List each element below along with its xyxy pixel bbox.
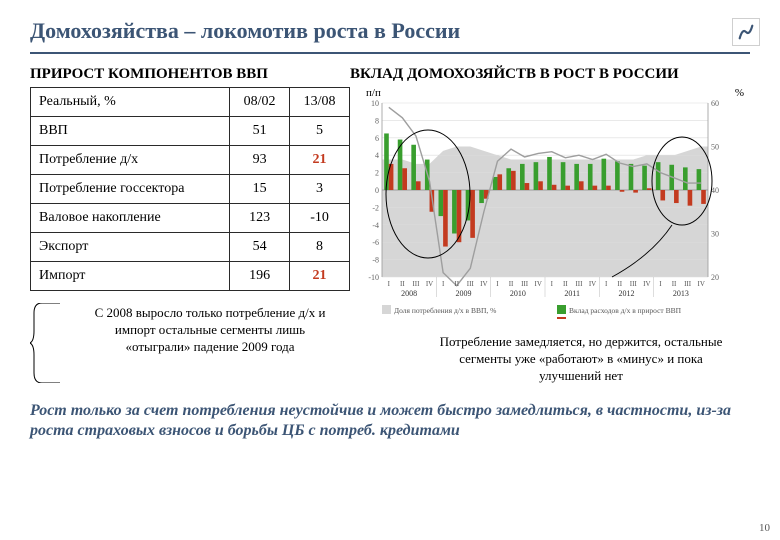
svg-text:I: I: [442, 280, 445, 288]
cell-13-08: 21: [290, 262, 350, 291]
svg-text:I: I: [551, 280, 554, 288]
svg-text:2008: 2008: [401, 289, 417, 298]
svg-text:Вклад остальных факторов: Вклад остальных факторов: [569, 318, 656, 319]
svg-text:II: II: [672, 280, 677, 288]
table-row: Потребление госсектора153: [31, 175, 350, 204]
row-label: Потребление д/х: [31, 146, 230, 175]
cell-08-02: 54: [230, 233, 290, 262]
cell-08-02: 51: [230, 117, 290, 146]
bracket-icon: [30, 303, 66, 383]
page-title: Домохозяйства – локомотив роста в России: [30, 18, 750, 54]
callout-right: Потребление замедляется, но держится, ос…: [360, 334, 750, 385]
svg-text:-4: -4: [372, 221, 379, 230]
svg-text:Вклад расходов д/х в прирост В: Вклад расходов д/х в прирост ВВП: [569, 306, 682, 315]
svg-text:20: 20: [711, 273, 719, 282]
svg-text:III: III: [630, 280, 638, 288]
svg-text:2011: 2011: [564, 289, 580, 298]
row-label: Импорт: [31, 262, 230, 291]
svg-text:Доля потребления д/х в ВВП, %: Доля потребления д/х в ВВП, %: [394, 306, 496, 315]
row-label: Потребление госсектора: [31, 175, 230, 204]
svg-text:IV: IV: [698, 280, 705, 288]
table-row: Валовое накопление123-10: [31, 204, 350, 233]
cell-08-02: 93: [230, 146, 290, 175]
svg-text:I: I: [659, 280, 662, 288]
svg-text:II: II: [617, 280, 622, 288]
svg-text:0: 0: [375, 186, 379, 195]
axis-right-label: %: [735, 87, 744, 99]
svg-text:-8: -8: [372, 256, 379, 265]
svg-text:III: III: [684, 280, 692, 288]
svg-text:II: II: [454, 280, 459, 288]
svg-text:IV: IV: [643, 280, 650, 288]
svg-text:60: 60: [711, 99, 719, 108]
svg-text:2009: 2009: [456, 289, 472, 298]
svg-text:8: 8: [375, 116, 379, 125]
cell-13-08: 8: [290, 233, 350, 262]
svg-text:50: 50: [711, 143, 719, 152]
svg-text:III: III: [467, 280, 475, 288]
svg-text:III: III: [412, 280, 420, 288]
row-label: Валовое накопление: [31, 204, 230, 233]
svg-text:6: 6: [375, 134, 379, 143]
cell-13-08: 5: [290, 117, 350, 146]
cell-08-02: 123: [230, 204, 290, 233]
svg-text:-6: -6: [372, 238, 379, 247]
cell-08-02: 196: [230, 262, 290, 291]
svg-text:I: I: [388, 280, 391, 288]
page-number: 10: [759, 522, 770, 534]
axis-left-label: п/п: [366, 87, 381, 99]
svg-text:30: 30: [711, 230, 719, 239]
subtitle-right: ВКЛАД ДОМОХОЗЯЙСТВ В РОСТ В РОССИИ: [350, 66, 750, 83]
cell-13-08: 21: [290, 146, 350, 175]
corner-logo: [732, 18, 760, 46]
svg-text:2: 2: [375, 169, 379, 178]
svg-text:IV: IV: [589, 280, 596, 288]
svg-text:III: III: [521, 280, 529, 288]
household-contribution-chart: 1086420-2-4-6-8-106050403020IIIIIIIVIIII…: [360, 99, 750, 324]
cell-13-08: 3: [290, 175, 350, 204]
row-label: Экспорт: [31, 233, 230, 262]
svg-text:IV: IV: [426, 280, 433, 288]
callout-left-wrap: С 2008 выросло только потребление д/х и …: [30, 305, 350, 356]
table-row: Потребление д/х9321: [31, 146, 350, 175]
table-row: ВВП515: [31, 117, 350, 146]
row-label: ВВП: [31, 117, 230, 146]
svg-text:-2: -2: [372, 203, 379, 212]
col-label: Реальный, %: [31, 88, 230, 117]
subtitle-row: ПРИРОСТ КОМПОНЕНТОВ ВВП ВКЛАД ДОМОХОЗЯЙС…: [30, 66, 750, 83]
svg-text:-10: -10: [368, 273, 379, 282]
col-13-08: 13/08: [290, 88, 350, 117]
svg-text:I: I: [496, 280, 499, 288]
gdp-components-table: Реальный, % 08/02 13/08 ВВП515Потреблени…: [30, 87, 350, 291]
col-08-02: 08/02: [230, 88, 290, 117]
svg-text:I: I: [605, 280, 608, 288]
svg-text:2010: 2010: [510, 289, 526, 298]
svg-text:II: II: [563, 280, 568, 288]
svg-text:IV: IV: [480, 280, 487, 288]
chart-axis-labels: п/п %: [360, 87, 750, 99]
subtitle-left: ПРИРОСТ КОМПОНЕНТОВ ВВП: [30, 66, 350, 83]
cell-08-02: 15: [230, 175, 290, 204]
cell-13-08: -10: [290, 204, 350, 233]
svg-text:IV: IV: [535, 280, 542, 288]
callout-left: С 2008 выросло только потребление д/х и …: [85, 305, 335, 356]
conclusion-text: Рост только за счет потребления неустойч…: [30, 401, 750, 441]
svg-text:III: III: [575, 280, 583, 288]
svg-text:10: 10: [371, 99, 379, 108]
table-row: Импорт19621: [31, 262, 350, 291]
table-row: Экспорт548: [31, 233, 350, 262]
svg-text:II: II: [400, 280, 405, 288]
svg-text:2012: 2012: [619, 289, 635, 298]
svg-text:II: II: [509, 280, 514, 288]
svg-text:2013: 2013: [673, 289, 689, 298]
svg-text:4: 4: [375, 151, 379, 160]
